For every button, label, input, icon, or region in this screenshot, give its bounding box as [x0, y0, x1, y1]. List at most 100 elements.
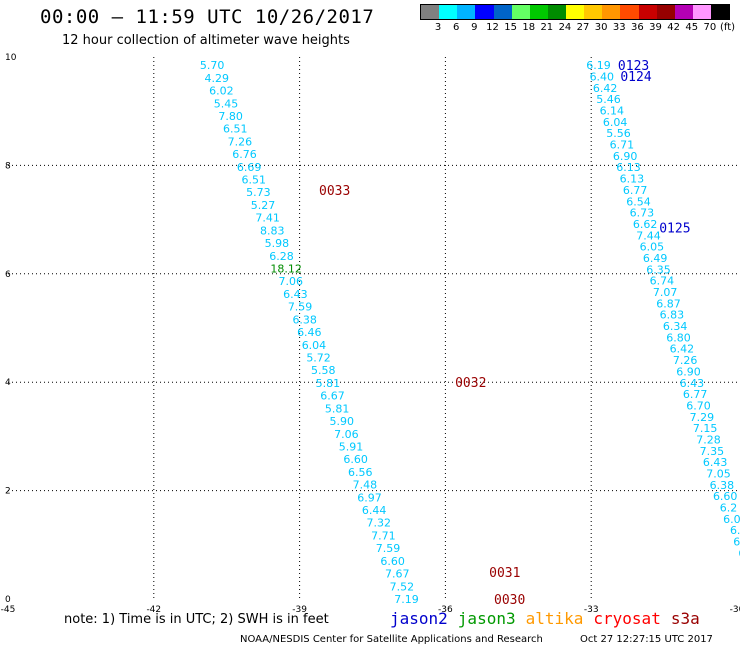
color-scale-label: 6	[453, 22, 460, 33]
data-value: 6.77	[683, 388, 708, 401]
data-value: 7.59	[376, 542, 401, 555]
x-tick-label: -30	[730, 605, 740, 615]
data-value: 5.98	[265, 237, 290, 250]
color-scale-box	[547, 5, 566, 19]
color-scale-label: 33	[612, 22, 626, 33]
color-scale-box	[475, 5, 494, 19]
pass-time-label: 0031	[489, 566, 520, 581]
data-value: 6.04	[603, 116, 628, 129]
data-value: 6.71	[610, 139, 635, 152]
data-value: 6.34	[663, 320, 688, 333]
data-value: 7.28	[696, 433, 721, 446]
data-value: 6.05	[640, 241, 665, 254]
data-value: 6.13	[616, 161, 641, 174]
color-scale-box	[584, 5, 603, 19]
color-scale-box	[620, 5, 639, 19]
color-scale-label: 30	[594, 22, 608, 33]
data-value: 7.59	[288, 301, 313, 314]
color-scale-box	[511, 5, 530, 19]
footer-timestamp: Oct 27 12:27:15 UTC 2017	[580, 634, 713, 645]
x-tick-label: -42	[146, 605, 161, 615]
data-value: 6.76	[232, 148, 257, 161]
data-value: 6.97	[357, 491, 382, 504]
color-scale-box	[711, 5, 730, 19]
data-value: 6.40	[590, 70, 615, 83]
data-value: 5.45	[214, 97, 239, 110]
data-value: 7.67	[385, 568, 410, 581]
color-scale-box	[493, 5, 512, 19]
data-value: 6.56	[348, 466, 373, 479]
data-value: 7.06	[279, 275, 304, 288]
color-scale-label: 70	[703, 22, 717, 33]
legend-item-altika: altika	[525, 609, 584, 628]
color-scale-label: 36	[631, 22, 644, 33]
data-value: 6.46	[297, 326, 322, 339]
data-value: 7.26	[673, 354, 698, 367]
pass-time-label: 0124	[620, 70, 651, 85]
data-value: 6.04	[302, 339, 327, 352]
data-value: 5.81	[325, 402, 350, 415]
y-tick-label: 4	[5, 378, 11, 388]
color-scale-box	[421, 5, 440, 19]
x-tick-label: -36	[438, 605, 453, 615]
data-value: 5.91	[339, 440, 364, 453]
data-value: 7.71	[371, 529, 396, 542]
data-value: 6.2	[720, 502, 738, 515]
x-tick-label: -39	[292, 605, 307, 615]
data-value: 6.77	[623, 184, 648, 197]
y-tick-label: 6	[5, 270, 11, 280]
data-value: 8.83	[260, 224, 285, 237]
data-value: 7.80	[218, 110, 243, 123]
data-value: 6.	[730, 524, 740, 537]
color-scale-box	[439, 5, 458, 19]
color-scale-label: 12	[486, 22, 499, 33]
data-value: 5.27	[251, 199, 276, 212]
data-value: 6.74	[650, 275, 675, 288]
data-value: 7.29	[690, 411, 715, 424]
x-tick-label: -45	[1, 605, 16, 615]
data-value: 7.32	[366, 517, 391, 530]
data-value: 6.42	[593, 82, 618, 95]
data-value: 5.56	[606, 127, 631, 140]
data-value: 6.43	[703, 456, 728, 469]
color-scale-label: 18	[522, 22, 536, 33]
color-scale-box	[457, 5, 476, 19]
data-value: 7.35	[700, 445, 725, 458]
data-value: 6.28	[269, 250, 294, 263]
color-scale-box	[692, 5, 711, 19]
data-value: 6.67	[320, 390, 345, 403]
data-value: 6.49	[643, 252, 668, 265]
data-value: 5.73	[246, 186, 271, 199]
data-value: 18.12	[270, 263, 302, 276]
data-value: 7.41	[255, 212, 280, 225]
data-value: 6.51	[223, 123, 248, 136]
data-value: 7.48	[353, 479, 378, 492]
data-value: 4.29	[204, 72, 229, 85]
y-tick-label: 8	[5, 161, 11, 171]
pass-time-label: 0032	[455, 376, 486, 391]
color-scale-label: 21	[540, 22, 554, 33]
y-tick-label: 10	[5, 53, 17, 63]
y-tick-label: 2	[5, 487, 11, 497]
data-value: 6.42	[670, 343, 695, 356]
data-value: 5.72	[306, 351, 331, 364]
data-value: 6.83	[660, 309, 685, 322]
data-value: 6.43	[283, 288, 308, 301]
color-scale-box	[529, 5, 548, 19]
data-value: 7.06	[334, 428, 359, 441]
color-scale-box	[656, 5, 675, 19]
data-value: 5.90	[329, 415, 354, 428]
data-value: 5.81	[316, 377, 341, 390]
data-value: 6.19	[586, 59, 611, 72]
color-scale-label: 9	[471, 22, 478, 33]
color-scale-label: 42	[667, 22, 681, 33]
data-value: 6.70	[686, 399, 711, 412]
footer-note: note: 1) Time is in UTC; 2) SWH is in fe…	[64, 612, 329, 627]
legend-item-s3a: s3a	[670, 609, 700, 628]
data-value: 6.90	[613, 150, 638, 163]
data-value: 6.87	[656, 297, 681, 310]
legend-item-cryosat: cryosat	[593, 609, 661, 628]
color-scale-box	[566, 5, 585, 19]
x-tick-label: -33	[584, 605, 599, 615]
y-tick-label: 0	[5, 595, 11, 605]
